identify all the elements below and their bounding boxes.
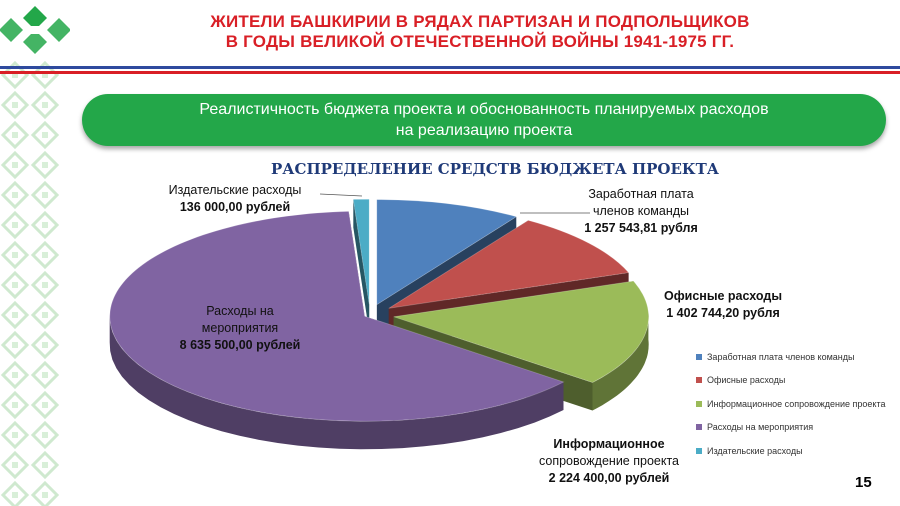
legend-swatch [696, 400, 702, 407]
logo-ornament-icon [0, 6, 70, 54]
legend-swatch [696, 353, 702, 360]
pie-slice-1 [388, 219, 630, 309]
page-title: ЖИТЕЛИ БАШКИРИИ В РЯДАХ ПАРТИЗАН И ПОДПО… [120, 12, 840, 52]
chart-title: РАСПРЕДЕЛЕНИЕ СРЕДСТВ БЮДЖЕТА ПРОЕКТА [271, 160, 719, 178]
slice-label-salary: Заработная плата членов команды 1 257 54… [566, 186, 716, 237]
slice-label-salary-value: 1 257 543,81 рубля [584, 221, 698, 235]
legend-label: Расходы на мероприятия [707, 422, 814, 433]
legend-item: Заработная плата членов команды [696, 345, 896, 369]
legend-item: Расходы на мероприятия [696, 416, 896, 440]
slice-label-info-name-1: Информационное [553, 437, 665, 451]
legend-item: Офисные расходы [696, 369, 896, 393]
pie-slice-side [109, 314, 564, 450]
slice-label-events-value: 8 635 500,00 рублей [179, 338, 301, 352]
banner-line1: Реалистичность бюджета проекта и обоснов… [199, 101, 769, 118]
slice-label-info-name-2: сопровождение проекта [538, 454, 679, 468]
pie-slice-3 [109, 210, 565, 422]
legend-label: Издательские расходы [707, 445, 803, 456]
legend-swatch [696, 424, 702, 431]
slice-label-publishing: Издательские расходы 136 000,00 рублей [140, 182, 330, 216]
pie-slice-side [592, 311, 649, 411]
divider-blue [0, 66, 900, 69]
slice-label-publishing-name: Издательские расходы [168, 183, 302, 197]
section-banner: Реалистичность бюджета проекта и обоснов… [82, 94, 886, 146]
slice-label-office: Офисные расходы 1 402 744,20 рубля [648, 288, 798, 322]
legend-item: Издательские расходы [696, 439, 896, 463]
slice-label-events-name-1: Расходы на [206, 304, 274, 318]
leader-line [319, 193, 363, 197]
chart-legend: Заработная плата членов команды Офисные … [696, 345, 896, 463]
pie-slice-0 [376, 199, 518, 306]
slice-label-publishing-value: 136 000,00 рублей [179, 200, 291, 214]
slice-label-salary-name-1: Заработная плата [588, 187, 694, 201]
pie-slice-2 [393, 280, 650, 383]
page-title-line1: ЖИТЕЛИ БАШКИРИИ В РЯДАХ ПАРТИЗАН И ПОДПО… [210, 12, 750, 31]
slice-label-info-value: 2 224 400,00 рублей [548, 471, 670, 485]
legend-swatch [696, 447, 702, 454]
page-title-line2: В ГОДЫ ВЕЛИКОЙ ОТЕЧЕСТВЕННОЙ ВОЙНЫ 1941-… [225, 32, 735, 51]
legend-label: Информационное сопровождение проекта [707, 398, 886, 409]
slice-label-office-value: 1 402 744,20 рубля [666, 306, 780, 320]
page-number: 15 [855, 474, 872, 491]
legend-item: Информационное сопровождение проекта [696, 392, 896, 416]
slice-label-events-name-2: мероприятия [201, 321, 279, 335]
banner-line2: на реализацию проекта [395, 122, 573, 139]
slice-label-office-name: Офисные расходы [663, 289, 783, 303]
pie-slice-4 [352, 198, 370, 305]
slice-label-info: Информационное сопровождение проекта 2 2… [524, 436, 694, 487]
legend-label: Заработная плата членов команды [707, 351, 855, 362]
ornament-pattern [0, 60, 60, 506]
slice-label-events: Расходы на мероприятия 8 635 500,00 рубл… [170, 303, 310, 354]
slice-label-salary-name-2: членов команды [592, 204, 689, 218]
pie-slice-wall [353, 199, 370, 333]
legend-label: Офисные расходы [707, 375, 786, 386]
divider-red [0, 71, 900, 74]
legend-swatch [696, 377, 702, 384]
